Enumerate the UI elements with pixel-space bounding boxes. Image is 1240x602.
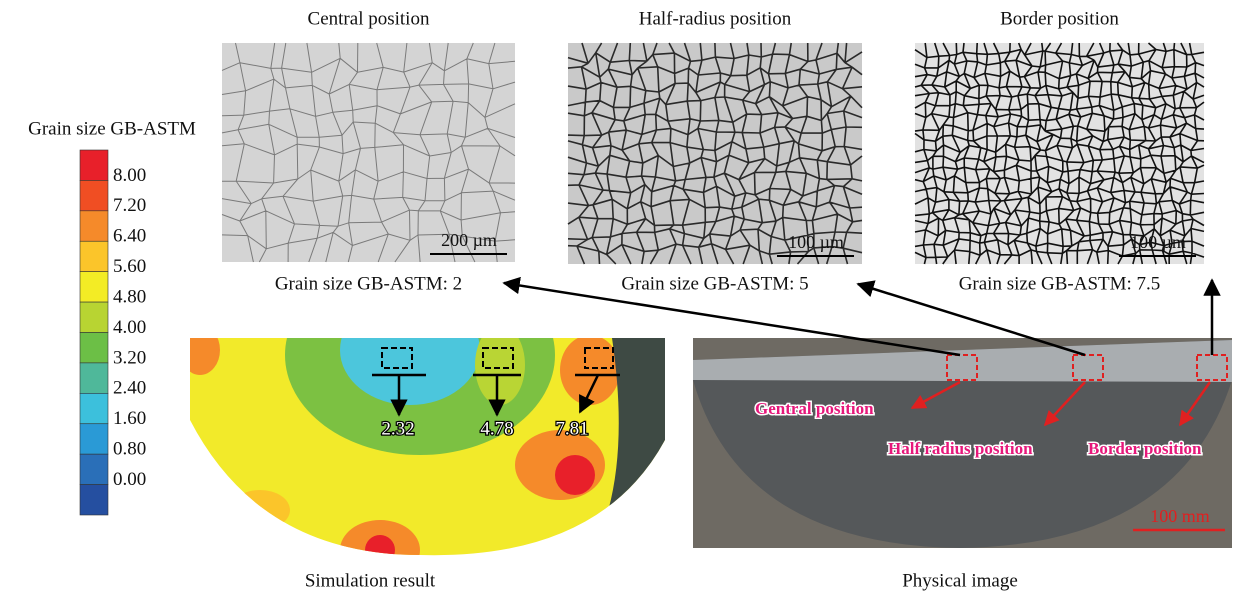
caption: Simulation result — [305, 570, 436, 591]
legend-label: 0.80 — [113, 439, 146, 460]
micrograph-caption: Grain size GB-ASTM: 7.5 — [959, 273, 1161, 294]
position-label: Border position — [1088, 439, 1202, 458]
legend-label: 0.00 — [113, 469, 146, 490]
legend-label: 4.80 — [113, 286, 146, 307]
legend-label: 1.60 — [113, 408, 146, 429]
legend-label: 7.20 — [113, 195, 146, 216]
color-segment — [80, 150, 108, 180]
color-bar: 8.00 7.20 6.40 5.60 4.80 4.00 3.20 2.40 1.60 0.80… — [80, 150, 146, 515]
color-segment — [80, 211, 108, 241]
legend-label: 3.20 — [113, 347, 146, 368]
position-label: Gentral position — [755, 399, 874, 418]
legend-title: Grain size GB-ASTM — [28, 118, 196, 139]
figure: 200 µm Central position Grain size GB-ASTM… — [0, 0, 1240, 602]
sim-value: 7.81 — [555, 418, 588, 439]
micrograph-title: Border position — [1000, 8, 1119, 29]
color-segment — [80, 241, 108, 271]
micrographs: 200 µm Central position Grain size GB-ASTM… — [222, 8, 1204, 294]
color-segment — [80, 363, 108, 393]
scale-label: 200 µm — [441, 230, 497, 250]
color-segment — [80, 333, 108, 363]
scale-label: 100 µm — [1130, 232, 1186, 252]
simulation-image — [180, 255, 665, 580]
sim-value: 2.32 — [381, 418, 414, 439]
scale-label: 100 µm — [788, 232, 844, 252]
legend-label: 5.60 — [113, 256, 146, 277]
sim-value: 4.78 — [480, 418, 513, 439]
caption: Physical image — [902, 570, 1018, 591]
color-segment — [80, 424, 108, 454]
micrograph-caption: Grain size GB-ASTM: 2 — [275, 273, 462, 294]
legend-label: 8.00 — [113, 165, 146, 186]
micrograph-title: Half-radius position — [639, 8, 792, 29]
color-segment — [80, 485, 108, 515]
color-segment — [80, 393, 108, 423]
color-segment — [80, 302, 108, 332]
micrograph-title: Central position — [308, 8, 430, 29]
position-label: Half radius position — [888, 439, 1033, 458]
color-segment — [80, 454, 108, 484]
legend-label: 4.00 — [113, 317, 146, 338]
color-segment — [80, 272, 108, 302]
legend-label: 6.40 — [113, 226, 146, 247]
color-segment — [80, 180, 108, 210]
micrograph-caption: Grain size GB-ASTM: 5 — [621, 273, 808, 294]
legend-label: 2.40 — [113, 378, 146, 399]
scale-label: 100 mm — [1150, 506, 1210, 526]
